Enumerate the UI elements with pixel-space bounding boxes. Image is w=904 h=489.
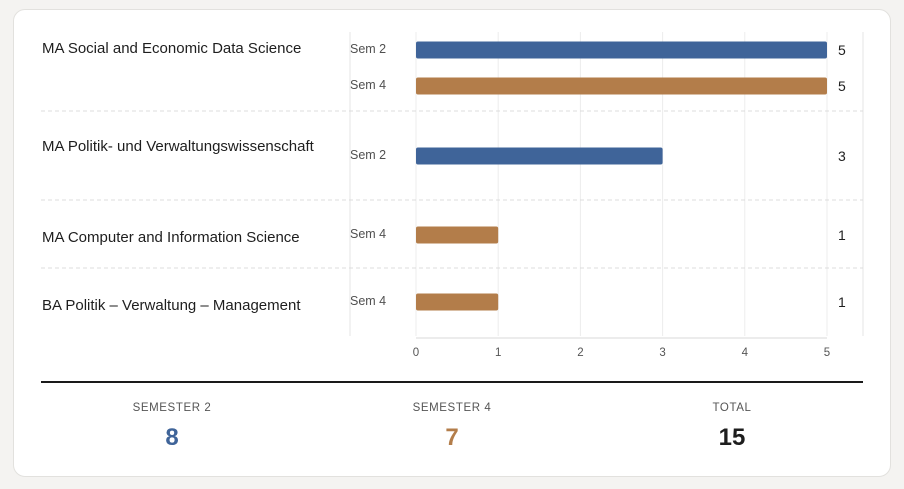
value-label: 5: [838, 42, 846, 58]
chart-card: 0 1 2 3 4 5 MA Social and Economic Data Scienc…: [13, 9, 891, 477]
program-label: MA Social and Economic Data Science: [42, 40, 302, 57]
summary-semester-2-label: SEMESTER 2: [132, 402, 212, 414]
bar-3-0: [416, 293, 499, 311]
semester-label: Sem 4: [350, 294, 387, 308]
summary-divider: [41, 381, 863, 383]
x-tick-label: 3: [659, 347, 665, 359]
summary-semester-2: SEMESTER 2 8: [72, 400, 272, 452]
program-label: MA Politik- und Verwaltungswissenschaft: [42, 138, 314, 155]
x-tick-label: 5: [824, 347, 830, 359]
x-tick-label: 0: [413, 347, 419, 359]
x-tick-label: 4: [742, 347, 749, 359]
x-tick-label: 2: [577, 347, 583, 359]
summary-semester-4-label: SEMESTER 4: [412, 402, 492, 414]
program-label: MA Computer and Information Science: [42, 229, 300, 246]
bar-1-0: [416, 147, 663, 165]
value-label: 1: [838, 294, 846, 310]
summary-total-value: 15: [718, 424, 746, 451]
summary-semester-2-value: 8: [165, 424, 179, 451]
x-tick-label: 1: [495, 347, 501, 359]
value-label: 3: [838, 148, 846, 164]
program-label: BA Politik – Verwaltung – Management: [42, 297, 301, 314]
semester-label: Sem 4: [350, 78, 387, 92]
plot-svg: 0 1 2 3 4 5: [41, 32, 864, 359]
bar-2-0: [416, 226, 499, 244]
semester-label: Sem 2: [350, 148, 387, 162]
value-label: 5: [838, 78, 846, 94]
semester-label: Sem 4: [350, 227, 387, 241]
summary-semester-4: SEMESTER 4 7: [352, 400, 552, 452]
summary-semester-4-value: 7: [445, 424, 459, 451]
summary-total: TOTAL 15: [632, 400, 832, 452]
value-label: 1: [838, 227, 846, 243]
bar-0-0: [416, 41, 827, 59]
summary-total-label: TOTAL: [712, 402, 752, 414]
bar-0-1: [416, 77, 827, 95]
semester-label: Sem 2: [350, 42, 387, 56]
